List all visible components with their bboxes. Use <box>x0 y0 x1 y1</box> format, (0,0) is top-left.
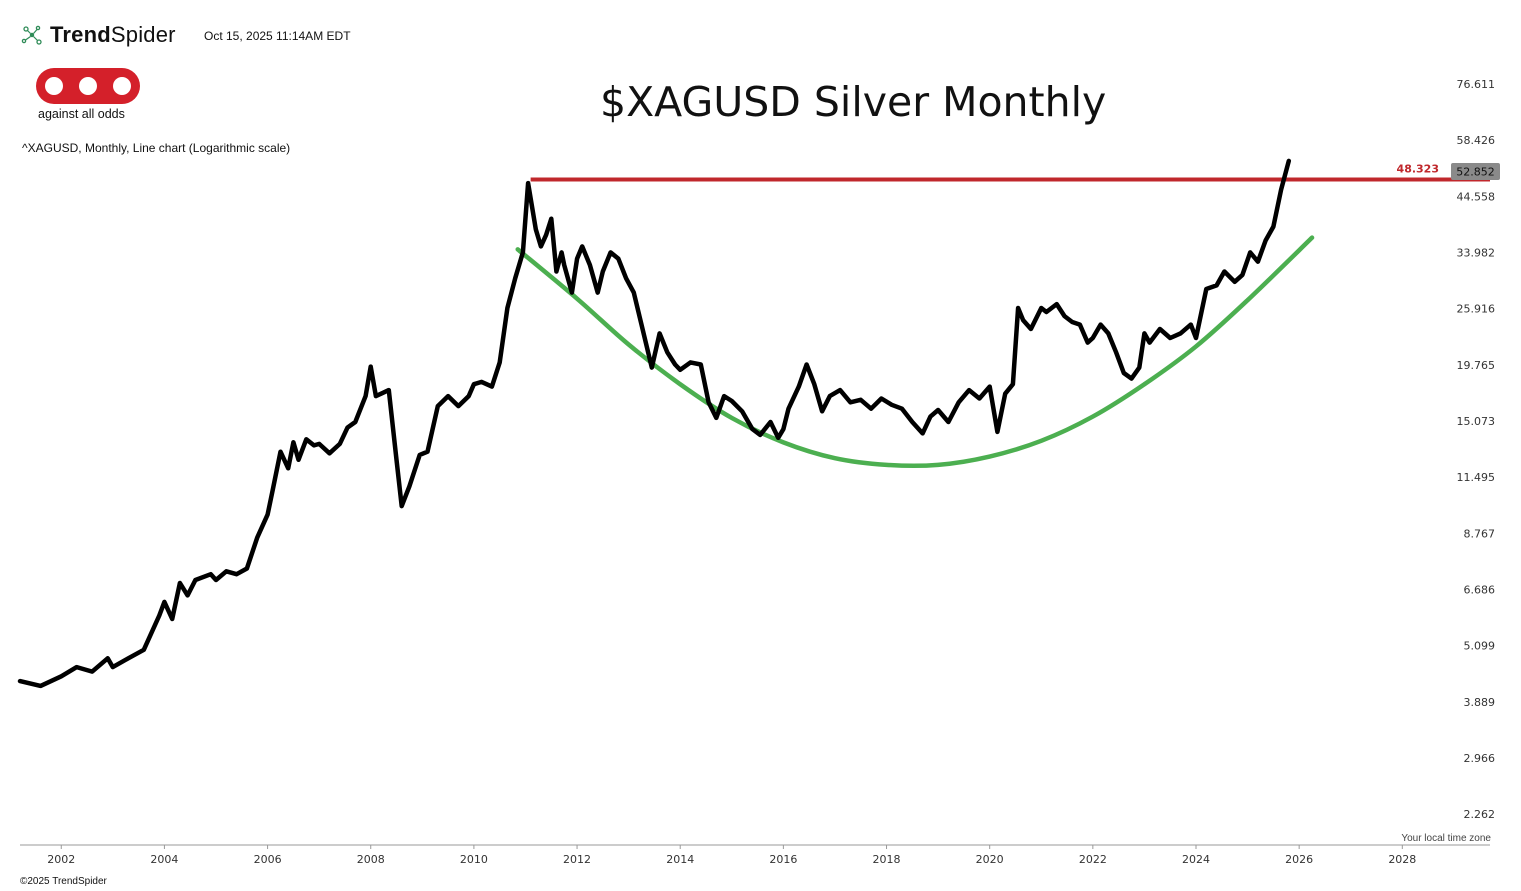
x-tick-label: 2006 <box>254 853 282 866</box>
y-tick-label: 25.916 <box>1457 303 1496 316</box>
y-tick-label: 15.073 <box>1457 415 1496 428</box>
x-tick-label: 2012 <box>563 853 591 866</box>
x-tick-label: 2002 <box>47 853 75 866</box>
y-tick-label: 44.558 <box>1457 190 1496 203</box>
y-tick-label: 6.686 <box>1464 584 1496 597</box>
y-tick-label: 3.889 <box>1464 696 1496 709</box>
timezone-note: Your local time zone <box>1401 833 1491 844</box>
x-tick-label: 2020 <box>976 853 1004 866</box>
x-tick-label: 2014 <box>666 853 694 866</box>
logo-tagline: against all odds <box>38 107 125 121</box>
y-tick-label: 11.495 <box>1457 471 1496 484</box>
cup-curve <box>515 235 1315 469</box>
timestamp: Oct 15, 2025 11:14AM EDT <box>204 29 351 43</box>
x-tick-label: 2024 <box>1182 853 1210 866</box>
y-tick-label: 5.099 <box>1464 640 1496 653</box>
x-tick-label: 2004 <box>150 853 178 866</box>
y-tick-label: 8.767 <box>1464 527 1496 540</box>
x-tick-label: 2016 <box>769 853 797 866</box>
y-tick-label: 19.765 <box>1457 359 1496 372</box>
x-tick-label: 2028 <box>1388 853 1416 866</box>
x-tick-label: 2018 <box>873 853 901 866</box>
against-all-odds-logo-icon <box>36 68 140 104</box>
y-tick-label: 58.426 <box>1457 134 1496 147</box>
trendspider-logo-icon <box>21 25 42 45</box>
x-tick-label: 2022 <box>1079 853 1107 866</box>
brand-name: TrendSpider <box>50 22 176 47</box>
y-tick-label: 2.966 <box>1464 752 1496 765</box>
copyright: ©2025 TrendSpider <box>20 876 107 887</box>
y-tick-label: 33.982 <box>1457 246 1496 259</box>
x-tick-label: 2026 <box>1285 853 1313 866</box>
x-axis: 2002 2004 2006 2008 2010 2012 2014 2016 2018 2020… <box>20 844 1490 866</box>
x-tick-label: 2010 <box>460 853 488 866</box>
resistance-label: 48.323 <box>1397 163 1439 176</box>
y-tick-label: 76.611 <box>1457 78 1496 91</box>
brand: TrendSpider <box>20 22 176 48</box>
last-price-badge: 52.852 <box>1451 163 1500 180</box>
y-axis: 76.611 58.426 44.558 33.982 25.916 19.765 15.0… <box>1457 78 1496 821</box>
y-tick-label: 2.262 <box>1464 808 1496 821</box>
chart-subtitle: ^XAGUSD, Monthly, Line chart (Logarithmi… <box>22 141 291 155</box>
x-tick-label: 2008 <box>357 853 385 866</box>
chart-title: $XAGUSD Silver Monthly <box>600 78 1107 126</box>
price-line <box>17 158 1292 689</box>
last-price-label: 52.852 <box>1456 166 1495 179</box>
